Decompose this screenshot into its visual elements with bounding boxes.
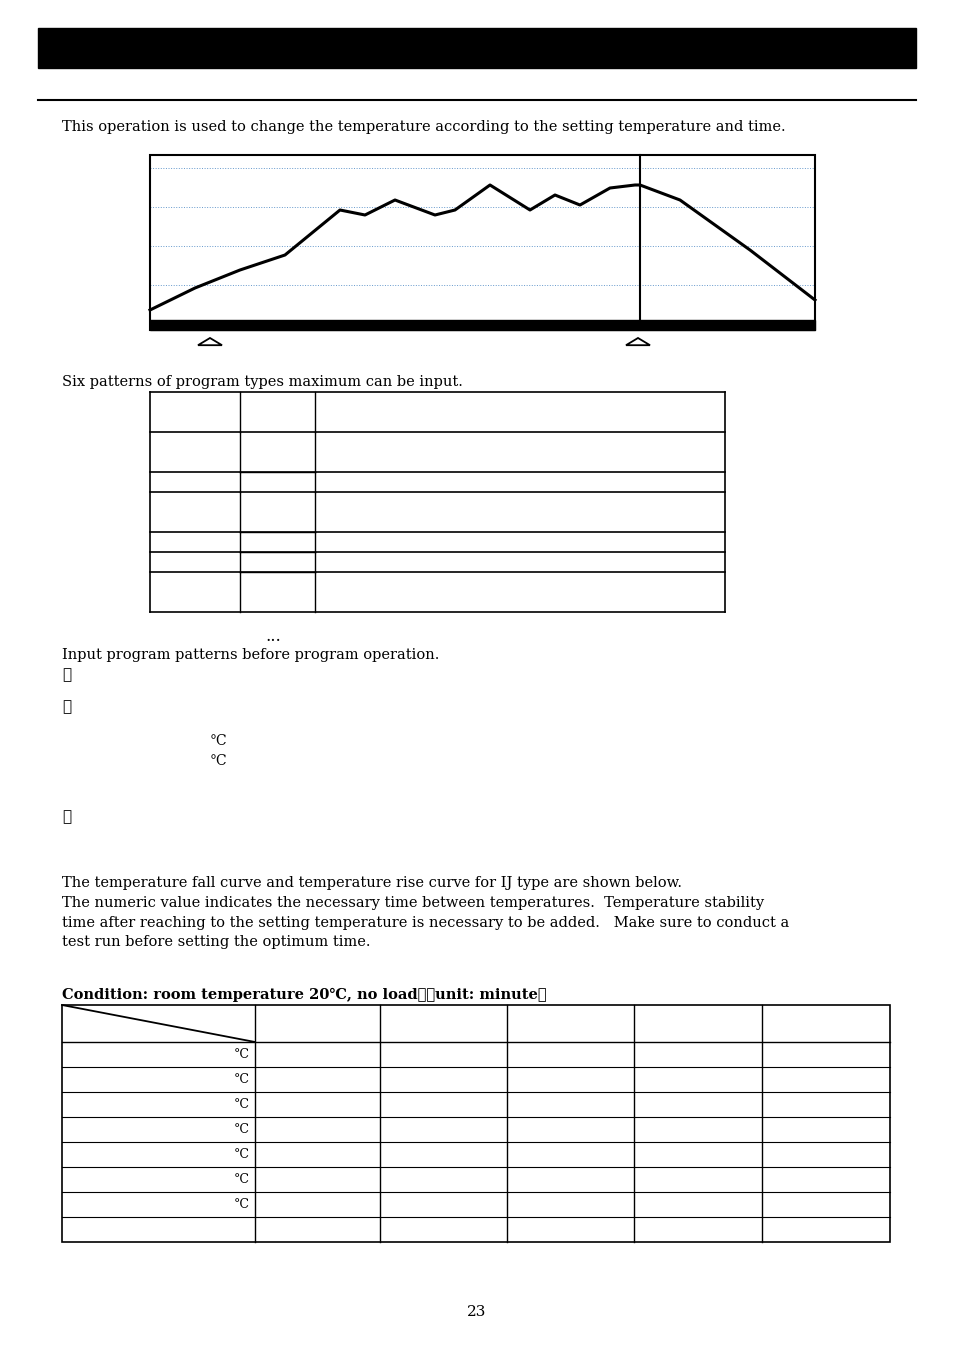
Text: °C: °C — [210, 755, 228, 768]
Text: °C: °C — [210, 734, 228, 748]
Text: °C: °C — [234, 1197, 250, 1211]
Text: ③: ③ — [62, 810, 71, 824]
Text: °C: °C — [234, 1073, 250, 1085]
Text: °C: °C — [234, 1048, 250, 1061]
Text: 23: 23 — [467, 1305, 486, 1319]
Text: Input program patterns before program operation.: Input program patterns before program op… — [62, 648, 439, 662]
Text: Condition: room temperature 20℃, no load　（unit: minute）: Condition: room temperature 20℃, no load… — [62, 988, 546, 1002]
Bar — [150, 155, 814, 329]
Text: The temperature fall curve and temperature rise curve for IJ type are shown belo: The temperature fall curve and temperatu… — [62, 876, 681, 890]
Text: This operation is used to change the temperature according to the setting temper: This operation is used to change the tem… — [62, 120, 785, 134]
Text: ②: ② — [62, 701, 71, 714]
Text: °C: °C — [234, 1148, 250, 1161]
Bar — [62, 1004, 889, 1242]
Text: ...: ... — [265, 628, 280, 645]
Text: Six patterns of program types maximum can be input.: Six patterns of program types maximum ca… — [62, 375, 462, 389]
Text: °C: °C — [234, 1098, 250, 1111]
Text: The numeric value indicates the necessary time between temperatures.  Temperatur: The numeric value indicates the necessar… — [62, 896, 788, 949]
Text: °C: °C — [234, 1123, 250, 1135]
Bar — [150, 320, 814, 329]
Text: °C: °C — [234, 1173, 250, 1187]
Bar — [38, 28, 915, 68]
Text: ①: ① — [62, 668, 71, 682]
Bar — [150, 155, 814, 329]
